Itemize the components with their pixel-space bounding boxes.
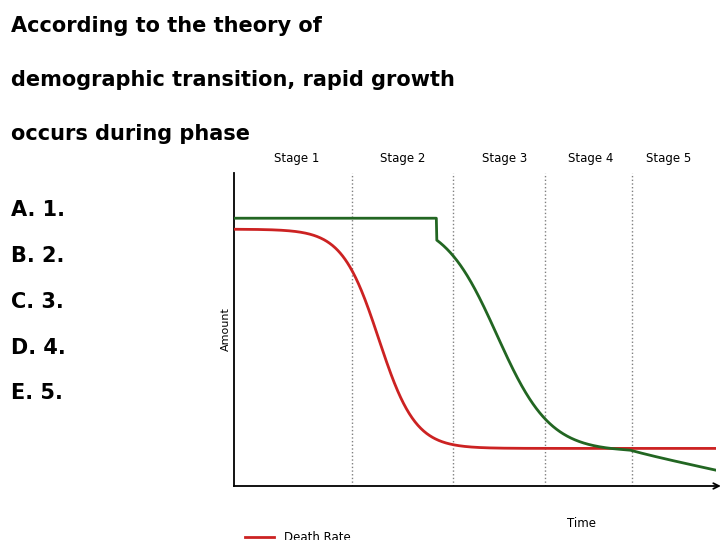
Text: Stage 4: Stage 4: [568, 152, 613, 165]
Text: D. 4.: D. 4.: [11, 338, 66, 357]
Text: Stage 2: Stage 2: [380, 152, 426, 165]
Legend: Death Rate, Birth Rate: Death Rate, Birth Rate: [240, 526, 355, 540]
Text: Time: Time: [567, 517, 596, 530]
Y-axis label: Amount: Amount: [221, 307, 231, 352]
Text: A. 1.: A. 1.: [11, 200, 65, 220]
Text: Stage 1: Stage 1: [274, 152, 320, 165]
Text: According to the theory of: According to the theory of: [11, 16, 322, 36]
Text: Stage 3: Stage 3: [482, 152, 527, 165]
Text: demographic transition, rapid growth: demographic transition, rapid growth: [11, 70, 454, 90]
Text: Stage 5: Stage 5: [646, 152, 690, 165]
Text: E. 5.: E. 5.: [11, 383, 63, 403]
Text: B. 2.: B. 2.: [11, 246, 64, 266]
Text: C. 3.: C. 3.: [11, 292, 63, 312]
Text: occurs during phase: occurs during phase: [11, 124, 250, 144]
